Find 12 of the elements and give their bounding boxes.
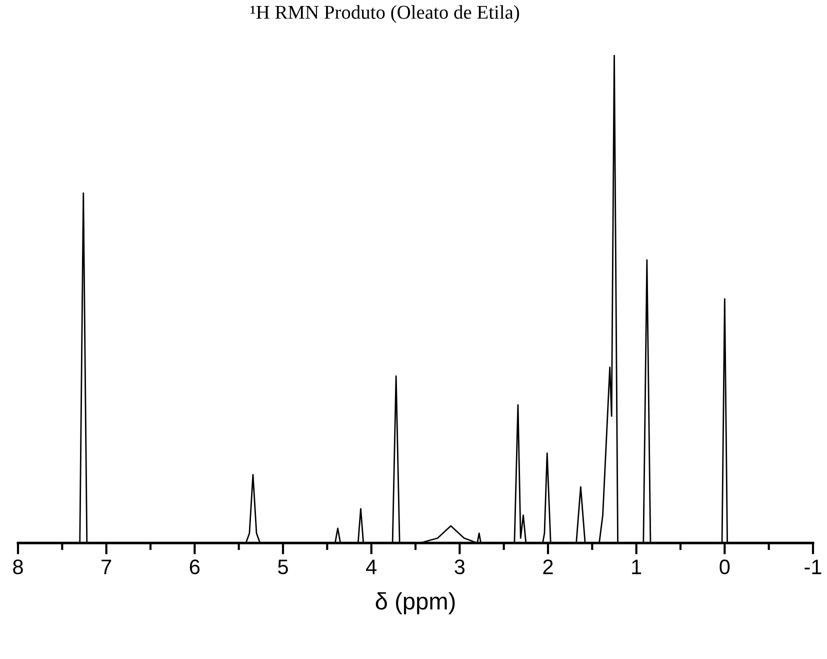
x-tick-label: -1 (804, 560, 822, 574)
chart-title: ¹H RMN Produto (Oleato de Etila) (250, 5, 520, 23)
x-tick-label: 4 (366, 560, 377, 574)
x-tick-label: 1 (632, 560, 642, 574)
x-tick-label: 2 (543, 560, 553, 574)
x-tick-label: 0 (720, 560, 730, 574)
x-axis-title: δ (ppm) (376, 592, 455, 614)
x-tick-label: 7 (102, 560, 112, 574)
x-tick-label: 8 (13, 560, 23, 574)
x-tick-label: 3 (454, 560, 465, 574)
x-tick-label: 6 (190, 560, 200, 574)
x-tick-label: 5 (278, 560, 288, 574)
